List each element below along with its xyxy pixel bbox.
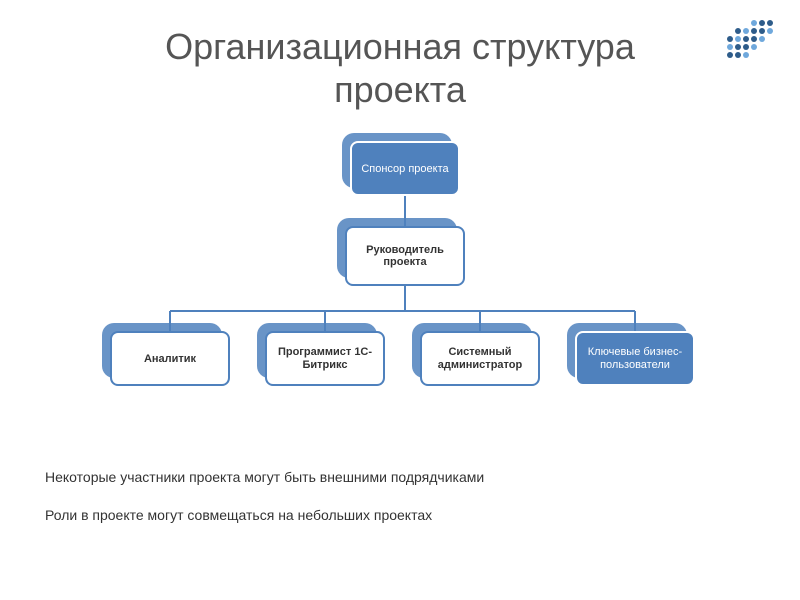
org-node-sysadmin: Системный администратор (420, 331, 540, 386)
org-node-analyst: Аналитик (110, 331, 230, 386)
org-node-users: Ключевые бизнес-пользователи (575, 331, 695, 386)
page-title: Организационная структура проекта (0, 0, 800, 111)
title-line2: проекта (334, 69, 466, 110)
org-node-programmer: Программист 1С-Битрикс (265, 331, 385, 386)
notes: Некоторые участники проекта могут быть в… (45, 469, 484, 545)
title-line1: Организационная структура (165, 26, 635, 67)
note-line-2: Роли в проекте могут совмещаться на небо… (45, 507, 484, 523)
org-chart: Спонсор проекта Руководитель проекта Анали… (75, 141, 725, 421)
logo-dots (725, 18, 775, 65)
org-node-manager: Руководитель проекта (345, 226, 465, 286)
note-line-1: Некоторые участники проекта могут быть в… (45, 469, 484, 485)
logo-icon (725, 18, 775, 60)
org-node-sponsor: Спонсор проекта (350, 141, 460, 196)
